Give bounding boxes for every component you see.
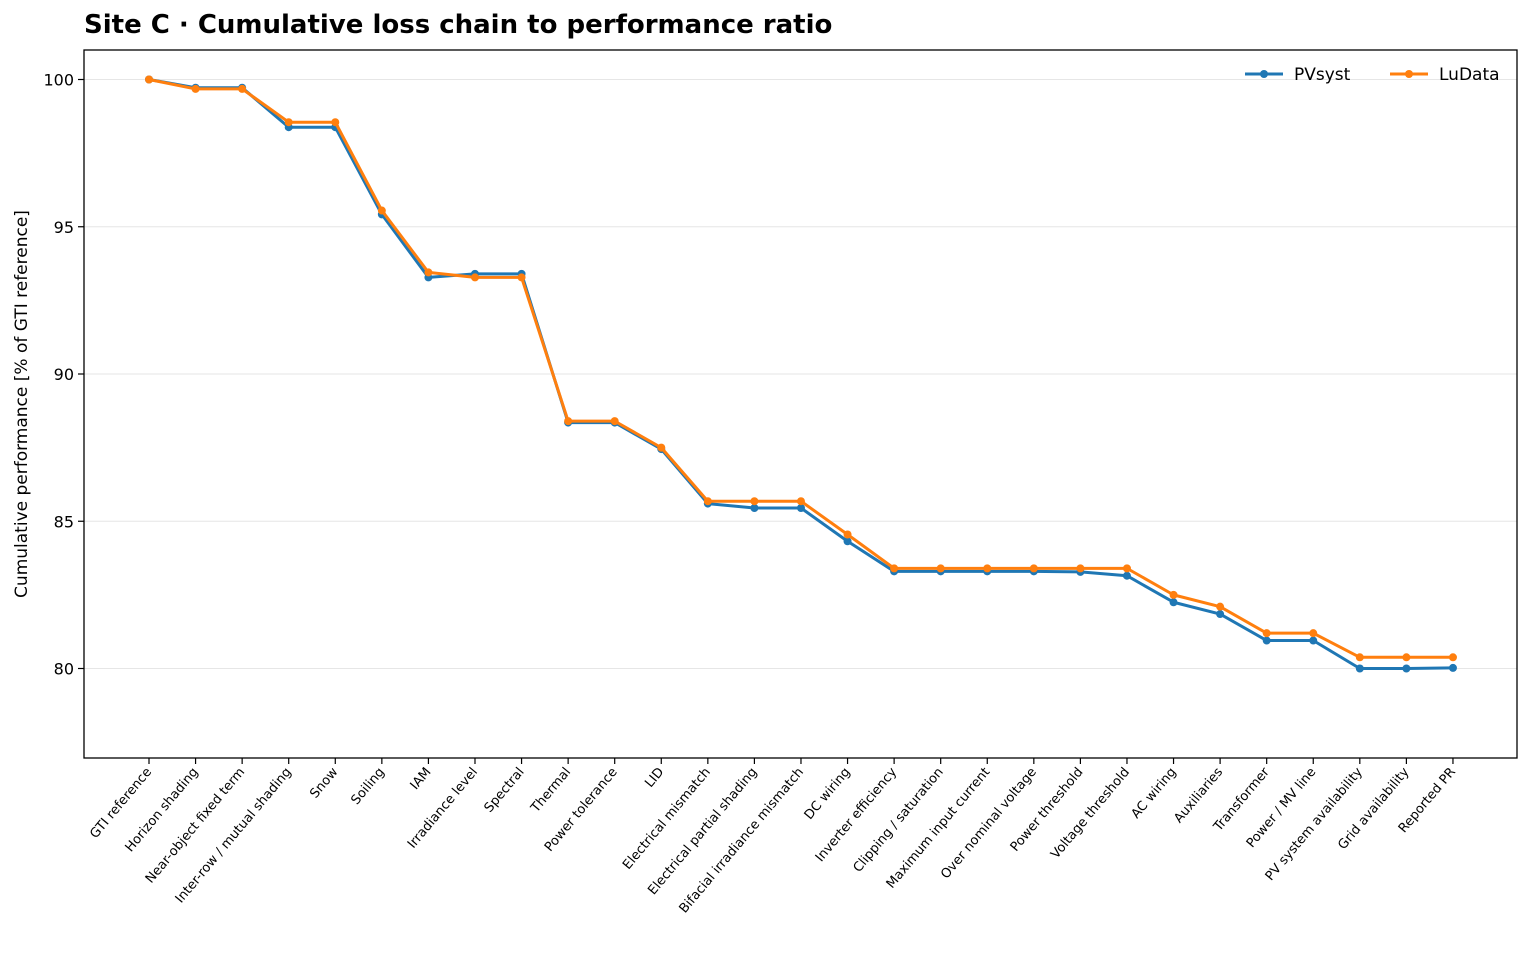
x-tick-label: LID [642, 765, 667, 791]
y-tick-label: 100 [43, 71, 74, 90]
data-point-ludata [517, 273, 526, 282]
data-point-ludata [657, 443, 666, 452]
data-point-ludata [1262, 629, 1271, 638]
legend: PVsyst LuData [1245, 65, 1500, 85]
legend-marker [1260, 70, 1268, 78]
y-axis: 80 85 90 95 100 [43, 71, 84, 679]
x-tick-label: Clipping / saturation [851, 765, 947, 876]
data-point-pvsyst [843, 537, 852, 546]
y-axis-label: Cumulative performance [% of GTI referen… [12, 210, 32, 598]
data-point-ludata [1216, 602, 1225, 611]
data-point-ludata [936, 564, 945, 573]
x-tick-label: AC wiring [1129, 765, 1180, 822]
y-tick-label: 95 [54, 218, 74, 237]
gridlines [84, 79, 1517, 669]
y-tick-label: 80 [54, 660, 74, 679]
data-point-ludata [145, 75, 153, 84]
y-tick-label: 85 [54, 512, 74, 531]
x-tick-label: DC wiring [802, 765, 854, 823]
series-ludata [145, 75, 1457, 662]
data-point-ludata [750, 497, 759, 506]
data-point-ludata [983, 564, 992, 573]
x-tick-label: Soiling [348, 765, 387, 808]
x-tick-label: Inverter efficiency [813, 765, 901, 865]
data-point-pvsyst [1169, 598, 1178, 607]
data-point-ludata [424, 268, 433, 277]
data-point-ludata [1355, 653, 1364, 662]
legend-item-ludata: LuData [1390, 65, 1500, 85]
data-point-pvsyst [1122, 571, 1131, 580]
data-point-ludata [610, 417, 619, 426]
plot-frame [83, 49, 1518, 759]
data-point-pvsyst [796, 503, 805, 512]
data-point-ludata [284, 118, 293, 127]
data-point-ludata [843, 530, 852, 539]
data-point-ludata [1448, 653, 1457, 662]
data-point-ludata [890, 564, 899, 573]
legend-label: PVsyst [1294, 65, 1351, 85]
chart-title: Site C · Cumulative loss chain to perfor… [84, 10, 832, 40]
x-tick-label: Thermal [528, 765, 575, 816]
series-line-ludata [148, 78, 1453, 659]
data-point-ludata [1029, 564, 1038, 573]
data-point-pvsyst [1402, 664, 1411, 673]
data-point-pvsyst [1262, 636, 1271, 645]
data-point-ludata [564, 417, 573, 426]
data-point-pvsyst [1355, 664, 1364, 673]
y-tick-label: 90 [54, 365, 74, 384]
x-tick-label: Snow [307, 765, 341, 802]
data-point-ludata [703, 497, 712, 506]
data-point-ludata [1309, 629, 1318, 638]
data-point-ludata [1076, 564, 1085, 573]
data-point-pvsyst [1309, 636, 1318, 645]
data-point-ludata [191, 84, 200, 93]
series-group [145, 75, 1457, 673]
x-tick-label: Electrical mismatch [620, 765, 714, 873]
x-tick-label: IAM [408, 765, 435, 793]
data-point-ludata [796, 497, 805, 506]
data-point-ludata [1402, 653, 1411, 662]
legend-label: LuData [1439, 65, 1500, 85]
data-point-ludata [238, 84, 247, 93]
data-point-ludata [1122, 564, 1131, 573]
data-point-pvsyst [1448, 663, 1457, 672]
x-tick-label: Voltage threshold [1048, 765, 1133, 862]
data-point-pvsyst [750, 503, 759, 512]
data-point-ludata [1169, 590, 1178, 599]
x-tick-label: Spectral [482, 765, 528, 816]
legend-marker [1405, 70, 1413, 78]
data-point-pvsyst [1216, 610, 1225, 619]
data-point-ludata [331, 118, 340, 127]
data-point-ludata [377, 206, 386, 215]
legend-item-pvsyst: PVsyst [1245, 65, 1351, 85]
data-point-ludata [470, 273, 479, 282]
